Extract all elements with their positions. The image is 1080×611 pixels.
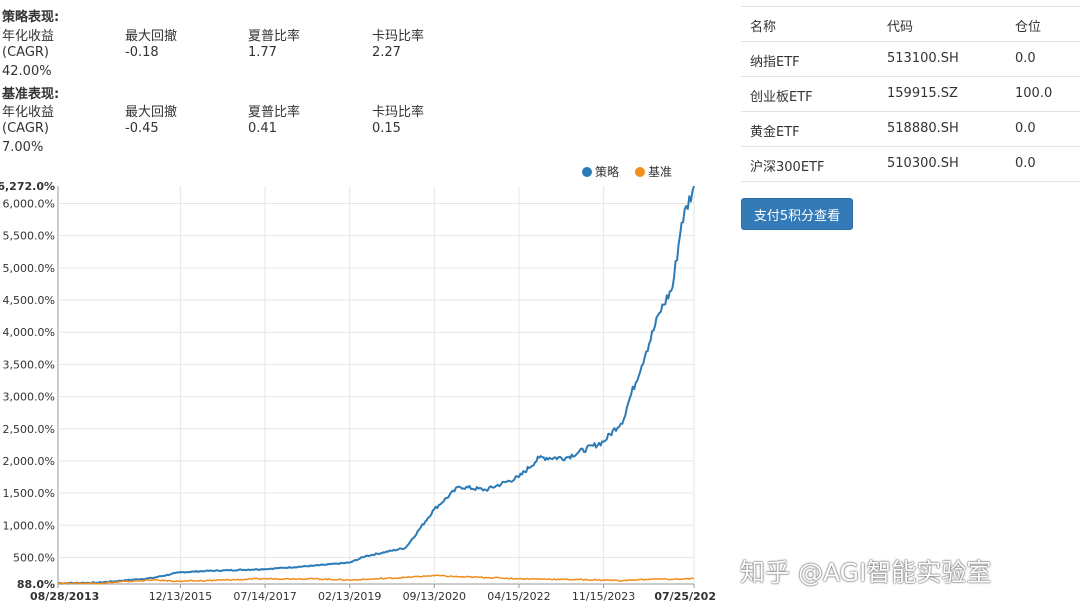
- strategy-calmar-label: 卡玛比率: [372, 29, 425, 44]
- chart-series: [57, 185, 695, 585]
- x-tick-label: 08/28/2013: [30, 590, 99, 603]
- benchmark-sharpe-label: 夏普比率: [248, 105, 301, 120]
- benchmark-calmar-value: 0.15: [372, 121, 401, 136]
- y-tick-label: 2,500.0%: [3, 423, 55, 436]
- strategy-line: [58, 185, 695, 585]
- row-position: 0.0: [1015, 51, 1036, 66]
- header-code: 代码: [887, 20, 914, 35]
- strategy-max-drawdown-label: 最大回撤: [125, 29, 178, 44]
- benchmark-cagr-suffix: (CAGR): [2, 121, 49, 136]
- legend-benchmark-marker: [635, 167, 645, 177]
- strategy-max-drawdown-value: -0.18: [125, 45, 159, 60]
- x-tick-label: 02/13/2019: [318, 590, 381, 603]
- row-code: 159915.SZ: [887, 86, 958, 101]
- row-name: 黄金ETF: [750, 125, 800, 140]
- benchmark-sharpe-value: 0.41: [248, 121, 277, 136]
- row-code: 518880.SH: [887, 121, 959, 136]
- benchmark-line: [57, 574, 695, 585]
- y-tick-label: 4,500.0%: [3, 294, 55, 307]
- y-tick-label: 3,000.0%: [3, 391, 55, 404]
- header-position: 仓位: [1015, 20, 1042, 35]
- pay-to-view-button[interactable]: 支付5积分查看: [741, 198, 853, 230]
- y-tick-label: 2,000.0%: [3, 455, 55, 468]
- strategy-title: 策略表现:: [2, 10, 60, 25]
- y-tick-label: 1,000.0%: [3, 519, 55, 532]
- benchmark-title: 基准表现:: [2, 87, 60, 102]
- x-tick-label: 09/13/2020: [403, 590, 466, 603]
- strategy-cagr-label: 年化收益: [2, 29, 55, 44]
- row-name: 纳指ETF: [750, 55, 800, 70]
- chart-legend[interactable]: 策略 基准: [582, 164, 672, 179]
- row-code: 510300.SH: [887, 156, 959, 171]
- header-name: 名称: [750, 20, 777, 35]
- row-position: 100.0: [1015, 86, 1053, 101]
- benchmark-max-drawdown-label: 最大回撤: [125, 105, 178, 120]
- table-row: 沪深300ETF 510300.SH 0.0: [741, 146, 1080, 182]
- y-tick-label: 500.0%: [13, 551, 55, 564]
- benchmark-calmar-label: 卡玛比率: [372, 105, 425, 120]
- row-code: 513100.SH: [887, 51, 959, 66]
- legend-strategy-marker: [582, 167, 592, 177]
- legend-strategy-label[interactable]: 策略: [595, 164, 619, 179]
- row-name: 创业板ETF: [750, 90, 813, 105]
- table-row: 创业板ETF 159915.SZ 100.0: [741, 76, 1080, 111]
- y-tick-label: 6,272.0%: [0, 180, 55, 193]
- x-tick-label: 11/15/2023: [572, 590, 635, 603]
- strategy-sharpe-label: 夏普比率: [248, 29, 301, 44]
- strategy-cagr-suffix: (CAGR): [2, 45, 49, 60]
- y-tick-label: 5,000.0%: [3, 262, 55, 275]
- benchmark-cagr-value: 7.00%: [2, 140, 44, 155]
- x-tick-label: 04/15/2022: [487, 590, 550, 603]
- row-name: 沪深300ETF: [750, 160, 825, 175]
- y-axis: 88.0% 500.0% 1,000.0% 1,500.0% 2,000.0% 2,500…: [0, 180, 55, 591]
- performance-chart: 策略 基准 88.0% 500.0% 1,000.0% 1,500.0% 2,000.0…: [0, 164, 716, 603]
- y-tick-label: 5,500.0%: [3, 230, 55, 243]
- benchmark-max-drawdown-value: -0.45: [125, 121, 159, 136]
- y-tick-label: 6,000.0%: [3, 198, 55, 211]
- table-row: 黄金ETF 518880.SH 0.0: [741, 111, 1080, 146]
- x-tick-label: 12/13/2015: [149, 590, 212, 603]
- legend-benchmark-label[interactable]: 基准: [648, 165, 672, 179]
- chart-grid: [57, 186, 695, 588]
- watermark-text: 知乎 @AGI智能实验室: [740, 558, 992, 587]
- benchmark-cagr-label: 年化收益: [2, 105, 55, 120]
- strategy-sharpe-value: 1.77: [248, 45, 277, 60]
- x-tick-label: 07/14/2017: [233, 590, 296, 603]
- y-tick-label: 88.0%: [17, 578, 55, 591]
- y-tick-label: 3,500.0%: [3, 358, 55, 371]
- strategy-calmar-value: 2.27: [372, 45, 401, 60]
- x-axis: 08/28/2013 12/13/2015 07/14/2017 02/13/2019…: [30, 590, 716, 603]
- x-tick-label: 07/25/202: [654, 590, 716, 603]
- row-position: 0.0: [1015, 156, 1036, 171]
- y-tick-label: 4,000.0%: [3, 326, 55, 339]
- strategy-cagr-value: 42.00%: [2, 64, 52, 79]
- holdings-table: 名称 代码 仓位 纳指ETF 513100.SH 0.0 创业板ETF 1599…: [741, 6, 1080, 182]
- y-tick-label: 1,500.0%: [3, 487, 55, 500]
- table-row: 纳指ETF 513100.SH 0.0: [741, 41, 1080, 76]
- row-position: 0.0: [1015, 121, 1036, 136]
- table-header-row: 名称 代码 仓位: [741, 6, 1080, 41]
